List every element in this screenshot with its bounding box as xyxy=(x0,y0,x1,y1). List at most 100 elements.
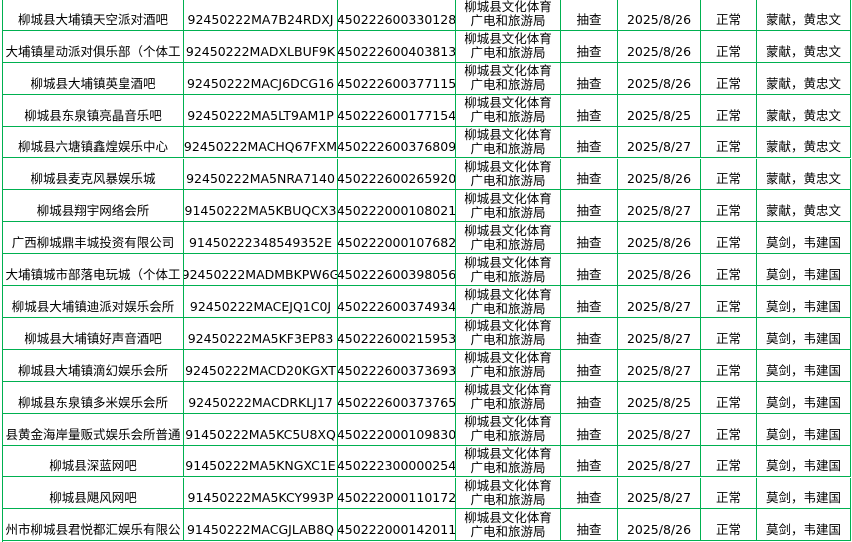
business-name-cell: 柳城县深蓝网吧 xyxy=(3,445,184,478)
result-cell: 正常 xyxy=(701,30,757,63)
result-cell: 正常 xyxy=(701,477,757,510)
credit-code: 91450222348549352E xyxy=(188,235,333,251)
license-number-cell: 450222600177154 xyxy=(338,94,456,127)
department-line: 广电和旅游局 xyxy=(470,268,546,284)
department-cell: 柳城县文化体育 广电和旅游局 xyxy=(456,509,561,542)
department-line: 柳城县文化体育 xyxy=(464,446,552,462)
department-cell: 柳城县文化体育 广电和旅游局 xyxy=(456,94,561,127)
inspectors: 蒙献，黄忠文 xyxy=(765,75,841,91)
business-name: 柳城县大埔镇英皇酒吧 xyxy=(30,75,156,91)
check-type: 抽查 xyxy=(576,267,602,283)
inspectors-cell: 莫剑，韦建国 xyxy=(757,381,851,414)
license-number-cell: 450222000110172 xyxy=(338,477,456,510)
department-line: 广电和旅游局 xyxy=(470,428,546,444)
inspectors: 蒙献，黄忠文 xyxy=(765,171,841,187)
department-cell: 柳城县文化体育 广电和旅游局 xyxy=(456,0,561,31)
department-line: 广电和旅游局 xyxy=(470,236,546,252)
check-date-cell: 2025/8/27 xyxy=(618,190,701,223)
department-line: 广电和旅游局 xyxy=(470,491,546,507)
department-cell: 柳城县文化体育 广电和旅游局 xyxy=(456,222,561,255)
result: 正常 xyxy=(715,394,741,410)
license-number-cell: 450222300000254 xyxy=(338,445,456,478)
check-type-cell: 抽查 xyxy=(561,190,618,223)
license-number-cell: 450222600265920 xyxy=(338,158,456,191)
check-type-cell: 抽查 xyxy=(561,62,618,95)
result: 正常 xyxy=(715,75,741,91)
department-cell: 柳城县文化体育 广电和旅游局 xyxy=(456,413,561,446)
credit-code-cell: 92450222MA7B24RDXJ xyxy=(184,0,338,31)
result: 正常 xyxy=(715,426,741,442)
inspectors: 蒙献，黄忠文 xyxy=(765,107,841,123)
license-number: 450222600265920 xyxy=(338,171,456,187)
result: 正常 xyxy=(715,11,741,27)
license-number: 450222000108021 xyxy=(338,203,456,219)
department-line: 柳城县文化体育 xyxy=(464,190,552,206)
business-name: 柳城县大埔镇好声音酒吧 xyxy=(24,330,162,346)
check-type: 抽查 xyxy=(576,11,602,27)
business-name-cell: 县黄金海岸量贩式娱乐会所普通 xyxy=(3,413,184,446)
credit-code: 92450222MA7B24RDXJ xyxy=(187,11,334,27)
credit-code: 92450222MACJ6DCG16 xyxy=(186,75,335,91)
license-number: 450222600377115 xyxy=(338,75,456,91)
business-name: 柳城县六塘镇鑫煌娱乐中心 xyxy=(17,139,168,155)
result-cell: 正常 xyxy=(701,94,757,127)
business-name: 柳城县大埔镇天空派对酒吧 xyxy=(17,11,168,27)
credit-code: 92450222MADMBKPW6G xyxy=(184,267,338,283)
inspectors-cell: 蒙献，黄忠文 xyxy=(757,126,851,159)
license-number-cell: 450222000108021 xyxy=(338,190,456,223)
result-cell: 正常 xyxy=(701,445,757,478)
check-date: 2025/8/26 xyxy=(626,235,692,251)
credit-code-cell: 91450222MA5KBUQCX3 xyxy=(184,190,338,223)
check-date-cell: 2025/8/27 xyxy=(618,126,701,159)
license-number: 450222600373693 xyxy=(338,362,456,378)
check-date: 2025/8/27 xyxy=(626,139,692,155)
department-cell: 柳城县文化体育 广电和旅游局 xyxy=(456,477,561,510)
license-number: 450222600330128 xyxy=(338,11,456,27)
check-type: 抽查 xyxy=(576,75,602,91)
check-type: 抽查 xyxy=(576,139,602,155)
result: 正常 xyxy=(715,171,741,187)
check-date-cell: 2025/8/27 xyxy=(618,286,701,318)
check-type: 抽查 xyxy=(576,458,602,474)
business-name: 柳城县飓风网吧 xyxy=(49,490,137,506)
result-cell: 正常 xyxy=(701,286,757,318)
credit-code-cell: 92450222MA5LT9AM1P xyxy=(184,94,338,127)
inspectors-cell: 蒙献，黄忠文 xyxy=(757,30,851,63)
check-date: 2025/8/26 xyxy=(626,267,692,283)
check-date-cell: 2025/8/26 xyxy=(618,62,701,95)
business-name-cell: 柳城县大埔镇好声音酒吧 xyxy=(3,318,184,350)
credit-code: 92450222MA5KF3EP83 xyxy=(187,330,334,346)
license-number: 450222600374934 xyxy=(338,298,456,314)
department-cell: 柳城县文化体育 广电和旅游局 xyxy=(456,254,561,287)
check-date-cell: 2025/8/25 xyxy=(618,94,701,127)
business-name: 柳城县东泉镇多米娱乐会所 xyxy=(17,394,168,410)
license-number: 450222600373765 xyxy=(338,394,456,410)
check-type-cell: 抽查 xyxy=(561,381,618,414)
license-number: 450222000142011 xyxy=(338,522,456,538)
business-name: 柳城县翔宇网络会所 xyxy=(36,203,150,219)
inspectors: 莫剑，韦建国 xyxy=(765,235,841,251)
business-name: 大埔镇城市部落电玩城（个体工 xyxy=(5,267,181,283)
check-date-cell: 2025/8/26 xyxy=(618,0,701,31)
business-name-cell: 柳城县大埔镇天空派对酒吧 xyxy=(3,0,184,31)
credit-code: 92450222MACDRKLJ17 xyxy=(188,394,333,410)
check-type: 抽查 xyxy=(576,522,602,538)
department-line: 柳城县文化体育 xyxy=(464,286,552,302)
inspectors-cell: 莫剑，韦建国 xyxy=(757,445,851,478)
department-line: 广电和旅游局 xyxy=(470,141,546,157)
business-name-cell: 大埔镇星动派对俱乐部（个体工 xyxy=(3,30,184,63)
business-name-cell: 柳城县翔宇网络会所 xyxy=(3,190,184,223)
license-number-cell: 450222000109830 xyxy=(338,413,456,446)
license-number-cell: 450222600373765 xyxy=(338,381,456,414)
check-date: 2025/8/26 xyxy=(626,522,692,538)
business-name-cell: 州市柳城县君悦都汇娱乐有限公 xyxy=(3,509,184,542)
inspectors-cell: 莫剑，韦建国 xyxy=(757,477,851,510)
inspectors-cell: 莫剑，韦建国 xyxy=(757,509,851,542)
license-number-cell: 450222600373693 xyxy=(338,349,456,382)
inspectors: 莫剑，韦建国 xyxy=(765,458,841,474)
license-number-cell: 450222600374934 xyxy=(338,286,456,318)
result-cell: 正常 xyxy=(701,381,757,414)
check-type: 抽查 xyxy=(576,330,602,346)
check-type: 抽查 xyxy=(576,426,602,442)
check-date: 2025/8/26 xyxy=(626,43,692,59)
